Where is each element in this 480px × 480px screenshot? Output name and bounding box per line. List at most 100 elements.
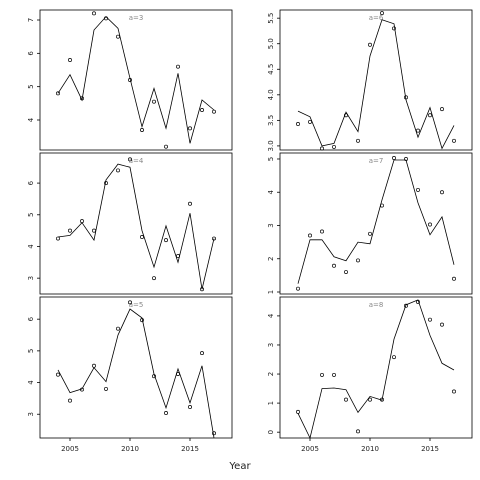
data-point — [440, 107, 444, 112]
y-tick-label: 3.5 — [267, 115, 275, 126]
data-point — [392, 355, 396, 360]
x-tick-label: 2015 — [421, 445, 439, 453]
x-tick-label: 2010 — [121, 445, 139, 453]
data-line — [57, 163, 215, 290]
data-point — [92, 228, 96, 233]
y-tick-label: 4.0 — [267, 89, 275, 100]
x-tick-label: 2005 — [301, 445, 319, 453]
panel-frame — [39, 296, 233, 439]
panel-title: a=4 — [129, 157, 144, 165]
data-point — [176, 254, 180, 258]
data-point — [416, 128, 420, 133]
panel-title: a=7 — [369, 157, 384, 165]
y-tick-label: 3 — [27, 412, 35, 416]
data-point — [404, 303, 408, 308]
data-point — [380, 11, 384, 16]
panel-frame — [39, 152, 233, 295]
y-tick-label: 5.5 — [267, 13, 275, 24]
data-line — [297, 299, 455, 440]
data-point — [188, 201, 192, 206]
panel-frame — [39, 9, 233, 151]
data-point — [332, 263, 336, 268]
data-point — [200, 287, 204, 292]
data-point — [308, 233, 312, 238]
data-point — [416, 299, 420, 304]
data-point — [452, 138, 456, 143]
y-tick-label: 6 — [27, 51, 35, 56]
y-tick-label: 5 — [267, 157, 275, 161]
x-tick-label: 2015 — [181, 445, 199, 453]
y-tick-label: 4.5 — [267, 64, 275, 75]
data-point — [380, 203, 384, 208]
data-point — [116, 168, 120, 173]
data-point — [404, 95, 408, 100]
data-point — [164, 238, 168, 243]
data-point — [212, 236, 216, 241]
data-point — [368, 397, 372, 402]
data-point — [68, 228, 72, 233]
y-tick-label: 5 — [27, 349, 35, 353]
data-point — [152, 99, 156, 104]
y-tick-label: 5 — [27, 84, 35, 88]
data-point — [212, 431, 216, 436]
data-point — [80, 96, 84, 101]
data-point — [356, 258, 360, 263]
y-tick-label: 7 — [27, 18, 35, 22]
y-tick-label: 2 — [267, 372, 275, 376]
data-point — [368, 42, 372, 47]
data-point — [104, 16, 108, 21]
data-point — [296, 121, 300, 126]
data-line — [297, 159, 455, 284]
panel-frame — [279, 296, 473, 439]
data-point — [320, 372, 324, 377]
data-line — [57, 16, 215, 144]
data-point — [176, 372, 180, 376]
y-tick-label: 6 — [27, 316, 35, 321]
y-tick-label: 2 — [267, 257, 275, 261]
data-point — [440, 322, 444, 327]
data-point — [296, 409, 300, 414]
data-point — [344, 397, 348, 402]
y-tick-label: 4 — [267, 313, 275, 318]
y-tick-label: 3 — [267, 223, 275, 227]
y-tick-label: 3 — [267, 343, 275, 347]
data-point — [56, 91, 60, 96]
data-point — [140, 235, 144, 239]
data-point — [344, 113, 348, 118]
data-line — [57, 308, 215, 439]
data-point — [320, 146, 324, 151]
data-point — [200, 351, 204, 356]
data-point — [116, 34, 120, 39]
data-point — [392, 156, 396, 160]
panel-frame — [279, 152, 473, 295]
data-point — [80, 219, 84, 224]
data-point — [200, 108, 204, 112]
data-point — [392, 26, 396, 31]
panel-title: a=5 — [129, 301, 144, 309]
data-point — [68, 398, 72, 403]
data-point — [56, 236, 60, 241]
data-point — [428, 317, 432, 322]
data-point — [356, 429, 360, 434]
data-point — [368, 231, 372, 236]
data-point — [320, 229, 324, 234]
data-point — [452, 389, 456, 394]
y-tick-label: 3.0 — [267, 140, 275, 151]
y-tick-label: 4 — [27, 380, 35, 385]
data-point — [128, 78, 132, 82]
y-tick-label: 1 — [267, 290, 275, 294]
panel-title: a=3 — [129, 14, 144, 22]
data-point — [128, 300, 132, 305]
data-point — [188, 126, 192, 131]
data-point — [116, 326, 120, 331]
y-tick-label: 3 — [27, 276, 35, 280]
y-tick-label: 6 — [27, 180, 35, 185]
data-point — [188, 404, 192, 409]
y-tick-label: 4 — [27, 117, 35, 122]
data-point — [380, 397, 384, 402]
data-point — [56, 372, 60, 377]
y-tick-label: 4 — [27, 244, 35, 249]
data-point — [164, 411, 168, 415]
data-point — [140, 128, 144, 132]
